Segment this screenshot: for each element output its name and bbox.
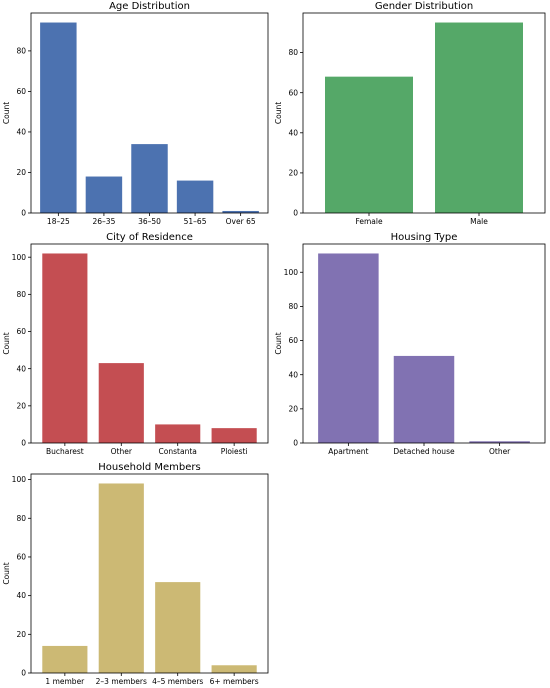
y-tick-label: 80 bbox=[16, 46, 26, 55]
y-tick-label: 0 bbox=[293, 209, 298, 218]
y-tick-label: 20 bbox=[16, 630, 26, 639]
x-tick-label: 26–35 bbox=[93, 217, 116, 226]
x-tick-label: 2–3 members bbox=[96, 677, 147, 686]
x-tick-label: Other bbox=[111, 447, 133, 456]
x-tick-label: Detached house bbox=[393, 447, 455, 456]
x-tick-label: Apartment bbox=[328, 447, 368, 456]
y-axis-label: Count bbox=[2, 102, 11, 124]
bar-0 bbox=[325, 76, 413, 213]
chart-panel-0: Age Distribution 0 20 40 60 80 18–25 26–35 36–50… bbox=[2, 1, 269, 226]
y-tick-label: 80 bbox=[16, 290, 26, 299]
y-tick-label: 0 bbox=[21, 209, 26, 218]
bar-0 bbox=[42, 645, 88, 673]
chart-title: City of Residence bbox=[106, 232, 193, 243]
y-axis-label: Count bbox=[274, 102, 283, 124]
x-tick-label: Other bbox=[489, 447, 511, 456]
y-tick-label: 20 bbox=[288, 404, 298, 413]
y-tick-label: 100 bbox=[284, 268, 299, 277]
bar-0 bbox=[42, 253, 88, 443]
y-tick-label: 0 bbox=[21, 439, 26, 448]
x-tick-label: Over 65 bbox=[226, 217, 256, 226]
bar-1 bbox=[98, 363, 144, 443]
x-tick-label: Female bbox=[355, 217, 383, 226]
y-tick-label: 40 bbox=[288, 370, 298, 379]
bar-3 bbox=[211, 428, 257, 443]
bar-4 bbox=[222, 210, 259, 213]
y-tick-label: 80 bbox=[288, 48, 298, 57]
chart-panel-1: Gender Distribution 0 20 40 60 80 Female Male Co… bbox=[274, 1, 546, 226]
bar-3 bbox=[176, 180, 214, 213]
chart-panel-2: City of Residence 0 20 40 60 80 100 Bucharest Ot… bbox=[2, 232, 269, 456]
y-tick-label: 60 bbox=[16, 327, 26, 336]
chart-panel-4: Household Members 0 20 40 60 80 100 1 member 2–3… bbox=[2, 462, 269, 686]
y-tick-label: 80 bbox=[16, 514, 26, 523]
x-tick-label: 18–25 bbox=[47, 217, 70, 226]
bar-2 bbox=[469, 441, 530, 443]
y-axis-label: Count bbox=[2, 562, 11, 584]
y-tick-label: 60 bbox=[16, 553, 26, 562]
chart-title: Gender Distribution bbox=[375, 1, 473, 12]
bar-2 bbox=[155, 424, 201, 443]
y-axis-label: Count bbox=[2, 332, 11, 354]
plot-frame bbox=[302, 12, 546, 214]
plot-frame bbox=[30, 243, 269, 444]
y-tick-label: 60 bbox=[288, 336, 298, 345]
bar-1 bbox=[85, 176, 123, 213]
y-tick-label: 40 bbox=[288, 128, 298, 137]
bar-0 bbox=[318, 253, 379, 443]
x-tick-label: Male bbox=[470, 217, 488, 226]
x-tick-label: 6+ members bbox=[210, 677, 259, 686]
bar-1 bbox=[98, 483, 144, 673]
y-axis-label: Count bbox=[274, 332, 283, 354]
y-tick-label: 100 bbox=[12, 253, 27, 262]
bar-1 bbox=[393, 355, 455, 443]
chart-title: Age Distribution bbox=[109, 1, 190, 12]
y-tick-label: 40 bbox=[16, 128, 26, 137]
y-tick-label: 20 bbox=[16, 168, 26, 177]
y-tick-label: 20 bbox=[288, 168, 298, 177]
bar-2 bbox=[155, 582, 201, 673]
x-tick-label: 51–65 bbox=[184, 217, 207, 226]
x-tick-label: 36–50 bbox=[138, 217, 161, 226]
y-tick-label: 20 bbox=[16, 401, 26, 410]
y-tick-label: 60 bbox=[16, 87, 26, 96]
bar-3 bbox=[211, 665, 257, 673]
y-tick-label: 80 bbox=[288, 302, 298, 311]
x-tick-label: 1 member bbox=[45, 677, 85, 686]
bar-0 bbox=[40, 22, 77, 214]
chart-panel-3: Housing Type 0 20 40 60 80 100 Apartment Detache… bbox=[274, 232, 546, 456]
plot-frame bbox=[30, 473, 269, 674]
bar-2 bbox=[131, 144, 168, 213]
y-tick-label: 0 bbox=[21, 669, 26, 678]
x-tick-label: Ploiesti bbox=[221, 447, 248, 456]
y-tick-label: 100 bbox=[12, 475, 27, 484]
x-tick-label: Constanta bbox=[159, 447, 197, 456]
y-tick-label: 40 bbox=[16, 591, 26, 600]
chart-title: Household Members bbox=[98, 462, 200, 473]
y-tick-label: 40 bbox=[16, 364, 26, 373]
chart-title: Housing Type bbox=[391, 232, 458, 243]
x-tick-label: 4–5 members bbox=[152, 677, 203, 686]
bar-1 bbox=[435, 22, 523, 214]
x-tick-label: Bucharest bbox=[46, 447, 84, 456]
y-tick-label: 60 bbox=[288, 88, 298, 97]
y-tick-label: 0 bbox=[293, 439, 298, 448]
